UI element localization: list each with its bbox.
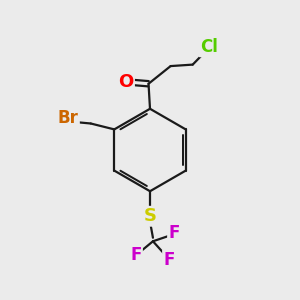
Text: F: F <box>169 224 180 242</box>
Text: F: F <box>164 250 175 268</box>
Text: F: F <box>130 246 142 264</box>
Text: Br: Br <box>58 109 79 127</box>
Text: S: S <box>143 207 157 225</box>
Text: O: O <box>118 73 134 91</box>
Text: Cl: Cl <box>200 38 218 56</box>
